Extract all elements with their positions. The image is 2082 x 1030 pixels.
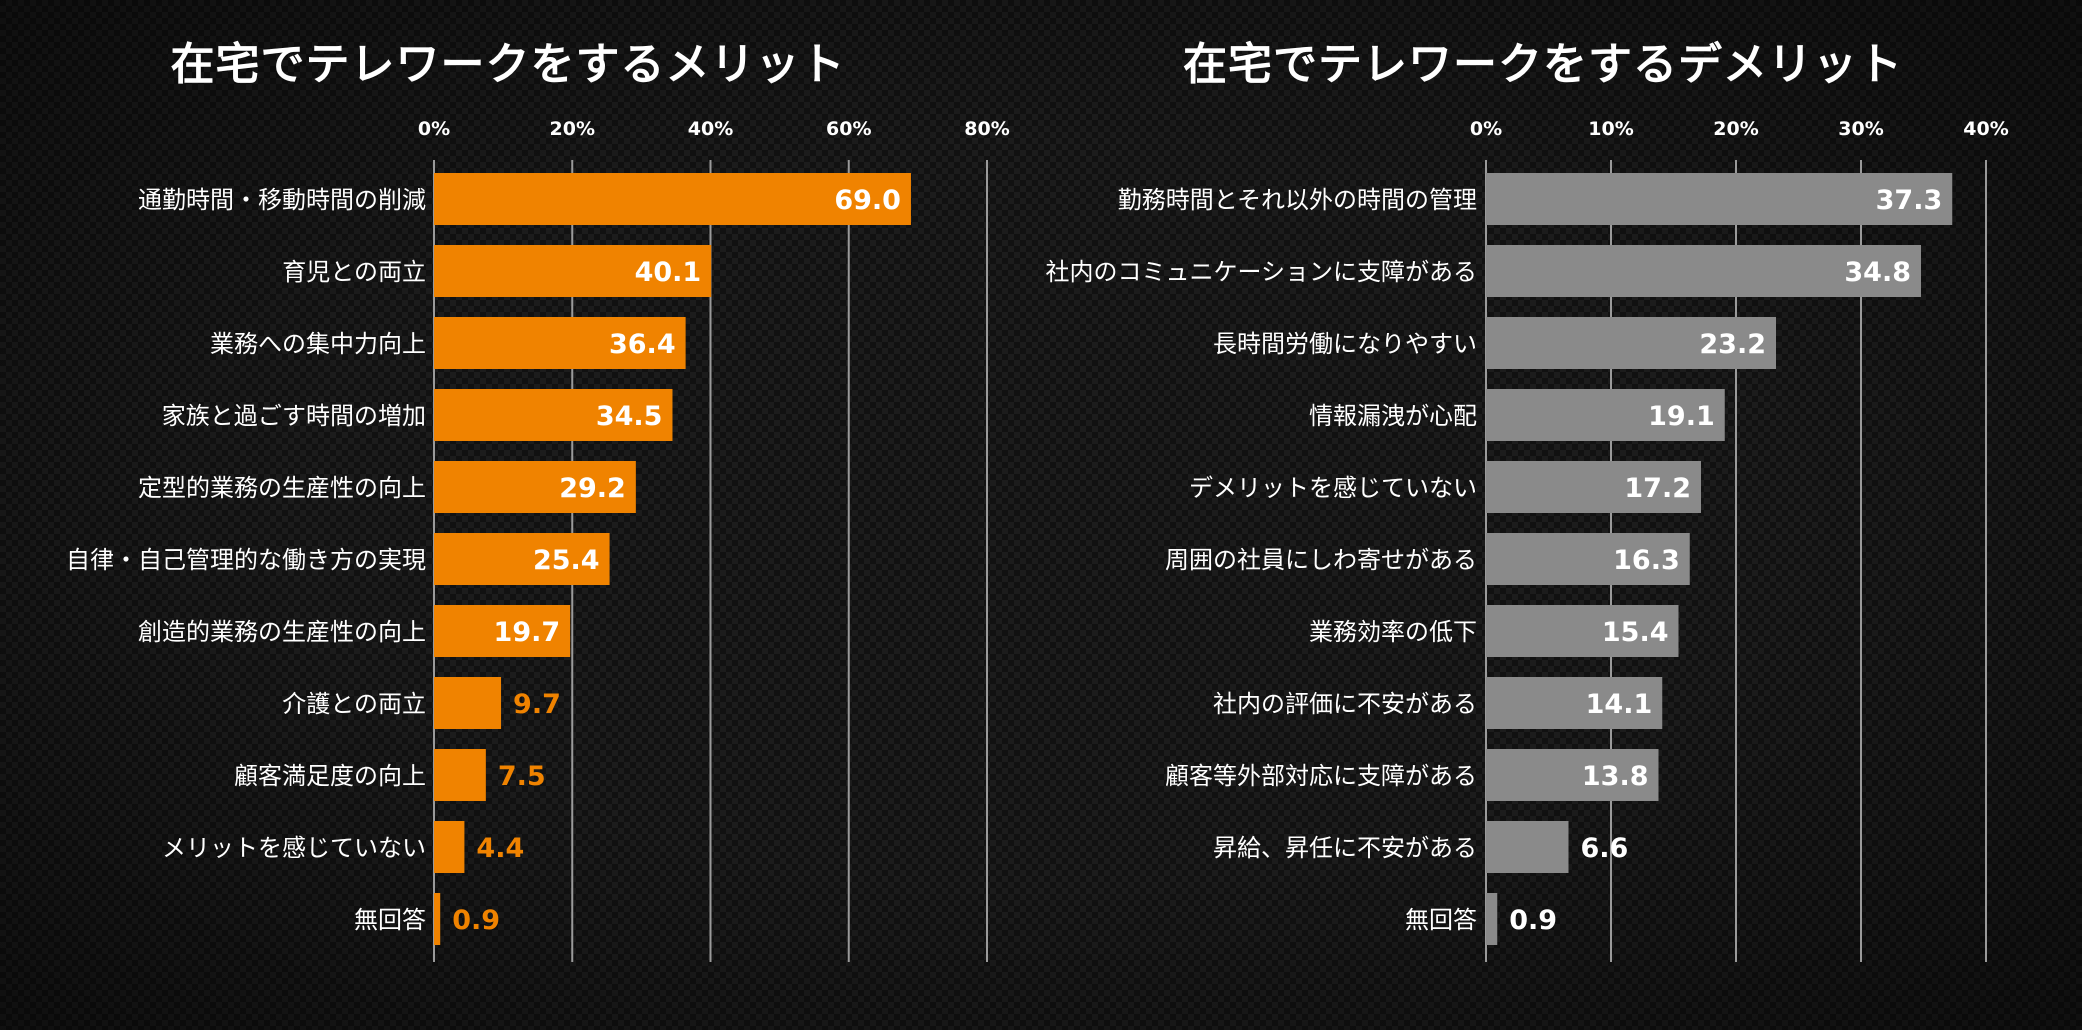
demerits-bar	[1486, 821, 1569, 873]
merits-bar	[434, 605, 571, 657]
demerits-category-label: 周囲の社員にしわ寄せがある	[1165, 546, 1477, 574]
merits-tick-label: 0%	[418, 118, 450, 140]
merits-category-label: 創造的業務の生産性の向上	[138, 618, 426, 646]
demerits-value-label: 37.3	[1876, 185, 1943, 216]
demerits-category-label: 昇給、昇任に不安がある	[1213, 834, 1477, 862]
demerits-category-label: デメリットを感じていない	[1189, 474, 1477, 502]
demerits-value-label: 16.3	[1613, 545, 1680, 576]
demerits-tick-label: 30%	[1838, 118, 1883, 140]
merits-bar	[434, 461, 636, 513]
demerits-bar	[1486, 173, 1953, 225]
merits-bar	[434, 677, 502, 729]
demerits-bar	[1486, 245, 1921, 297]
merits-tick-label: 80%	[964, 118, 1009, 140]
demerits-value-label: 23.2	[1699, 329, 1766, 360]
merits-tick-label: 60%	[826, 118, 871, 140]
merits-value-label: 29.2	[559, 473, 626, 504]
demerits-category-label: 業務効率の低下	[1309, 618, 1477, 646]
demerits-category-label: 社内の評価に不安がある	[1213, 690, 1477, 718]
merits-category-label: 定型的業務の生産性の向上	[138, 474, 426, 502]
demerits-bar	[1486, 749, 1659, 801]
merits-value-label: 0.9	[452, 905, 500, 936]
demerits-value-label: 6.6	[1581, 833, 1629, 864]
demerits-tick-label: 40%	[1963, 118, 2008, 140]
merits-tick-label: 20%	[550, 118, 595, 140]
merits-value-label: 69.0	[834, 185, 901, 216]
demerits-bar	[1486, 461, 1701, 513]
merits-value-label: 25.4	[533, 545, 600, 576]
merits-value-label: 36.4	[609, 329, 676, 360]
demerits-bar	[1486, 677, 1663, 729]
merits-value-label: 4.4	[476, 833, 524, 864]
merits-bar	[434, 173, 911, 225]
merits-tick-label: 40%	[688, 118, 733, 140]
demerits-category-label: 顧客等外部対応に支障がある	[1165, 762, 1477, 790]
merits-value-label: 7.5	[498, 761, 546, 792]
merits-value-label: 9.7	[513, 689, 561, 720]
demerits-bar	[1486, 605, 1679, 657]
merits-bar	[434, 533, 610, 585]
demerits-value-label: 34.8	[1844, 257, 1911, 288]
demerits-bar	[1486, 893, 1498, 945]
merits-category-label: 無回答	[354, 906, 426, 934]
merits-bar	[434, 749, 486, 801]
demerits-tick-label: 0%	[1470, 118, 1502, 140]
demerits-value-label: 17.2	[1624, 473, 1691, 504]
merits-value-label: 40.1	[635, 257, 702, 288]
demerits-value-label: 15.4	[1602, 617, 1669, 648]
demerits-tick-label: 20%	[1713, 118, 1758, 140]
merits-value-label: 19.7	[494, 617, 561, 648]
demerits-category-label: 情報漏洩が心配	[1309, 402, 1477, 430]
demerits-chart-title: 在宅でテレワークをするデメリット	[1183, 39, 1903, 90]
merits-chart-title: 在宅でテレワークをするメリット	[170, 39, 846, 90]
merits-bar	[434, 245, 712, 297]
merits-category-label: 通勤時間・移動時間の削減	[138, 186, 426, 214]
merits-value-label: 34.5	[596, 401, 663, 432]
demerits-value-label: 14.1	[1586, 689, 1653, 720]
demerits-category-label: 勤務時間とそれ以外の時間の管理	[1118, 186, 1477, 214]
demerits-bar	[1486, 533, 1690, 585]
merits-category-label: 介護との両立	[282, 690, 426, 718]
demerits-bar	[1486, 317, 1776, 369]
demerits-category-label: 社内のコミュニケーションに支障がある	[1045, 258, 1477, 286]
merits-bar	[434, 317, 686, 369]
demerits-value-label: 13.8	[1582, 761, 1649, 792]
merits-bar	[434, 389, 673, 441]
demerits-bar	[1486, 389, 1725, 441]
demerits-value-label: 0.9	[1509, 905, 1557, 936]
demerits-category-label: 長時間労働になりやすい	[1213, 330, 1477, 358]
demerits-category-label: 無回答	[1405, 906, 1477, 934]
merits-bar	[434, 893, 441, 945]
merits-category-label: 育児との両立	[282, 258, 426, 286]
merits-category-label: 業務への集中力向上	[210, 330, 426, 358]
merits-chart: 0% 20% 40% 60% 80% 通勤時間・移動時間の削減 69.0 育児との両立 40.1…	[66, 118, 1010, 962]
merits-bar	[434, 821, 465, 873]
merits-category-label: 自律・自己管理的な働き方の実現	[66, 546, 426, 574]
demerits-value-label: 19.1	[1648, 401, 1715, 432]
demerits-chart: 0% 10% 20% 30% 40% 勤務時間とそれ以外の時間の管理 37.3 社内のコミュニ…	[1045, 118, 2009, 962]
merits-category-label: 家族と過ごす時間の増加	[162, 402, 426, 430]
demerits-tick-label: 10%	[1588, 118, 1633, 140]
merits-category-label: 顧客満足度の向上	[234, 762, 426, 790]
merits-category-label: メリットを感じていない	[162, 834, 426, 862]
